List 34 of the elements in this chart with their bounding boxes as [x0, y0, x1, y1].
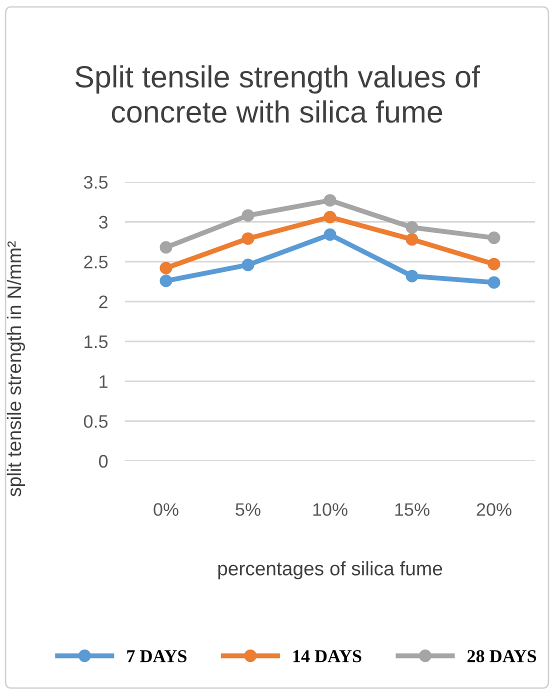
x-tick-label: 5%	[236, 503, 260, 516]
point	[242, 258, 254, 272]
point	[324, 210, 336, 224]
x-tick-label: 20%	[476, 503, 512, 516]
y-tick-label: 0.5	[84, 415, 108, 428]
point	[324, 228, 336, 241]
legend-label: 7 DAYS	[127, 650, 186, 662]
y-tick-label: 1.5	[84, 336, 108, 348]
y-tick-label: 0	[99, 454, 108, 468]
x-axis-title: percentages of silica fume	[218, 561, 442, 580]
y-tick-label: 1	[100, 375, 108, 388]
point	[242, 232, 254, 245]
point	[324, 194, 336, 207]
chart-title: Split tensile strength values of concrete with silica fume	[75, 65, 480, 123]
point	[406, 221, 418, 234]
y-tick-label: 2.5	[84, 256, 108, 268]
point	[160, 262, 172, 274]
legend-label: 28 DAYS	[468, 650, 536, 662]
y-tick-label: 2	[99, 296, 108, 308]
point	[242, 209, 254, 222]
point	[160, 274, 172, 288]
legend-label: 14 DAYS	[293, 650, 362, 662]
y-tick-label: 3.5	[84, 176, 108, 189]
x-tick-label: 10%	[313, 503, 348, 516]
point	[488, 232, 500, 244]
y-axis-title: split tensile strength in N/mm²	[6, 241, 25, 496]
y-tick-label: 3	[98, 216, 108, 229]
x-tick-label: 0%	[154, 503, 178, 516]
point	[406, 233, 418, 246]
point	[488, 276, 500, 289]
point	[488, 258, 500, 270]
point	[406, 270, 418, 282]
point	[160, 241, 172, 254]
x-tick-label: 15%	[395, 503, 430, 516]
